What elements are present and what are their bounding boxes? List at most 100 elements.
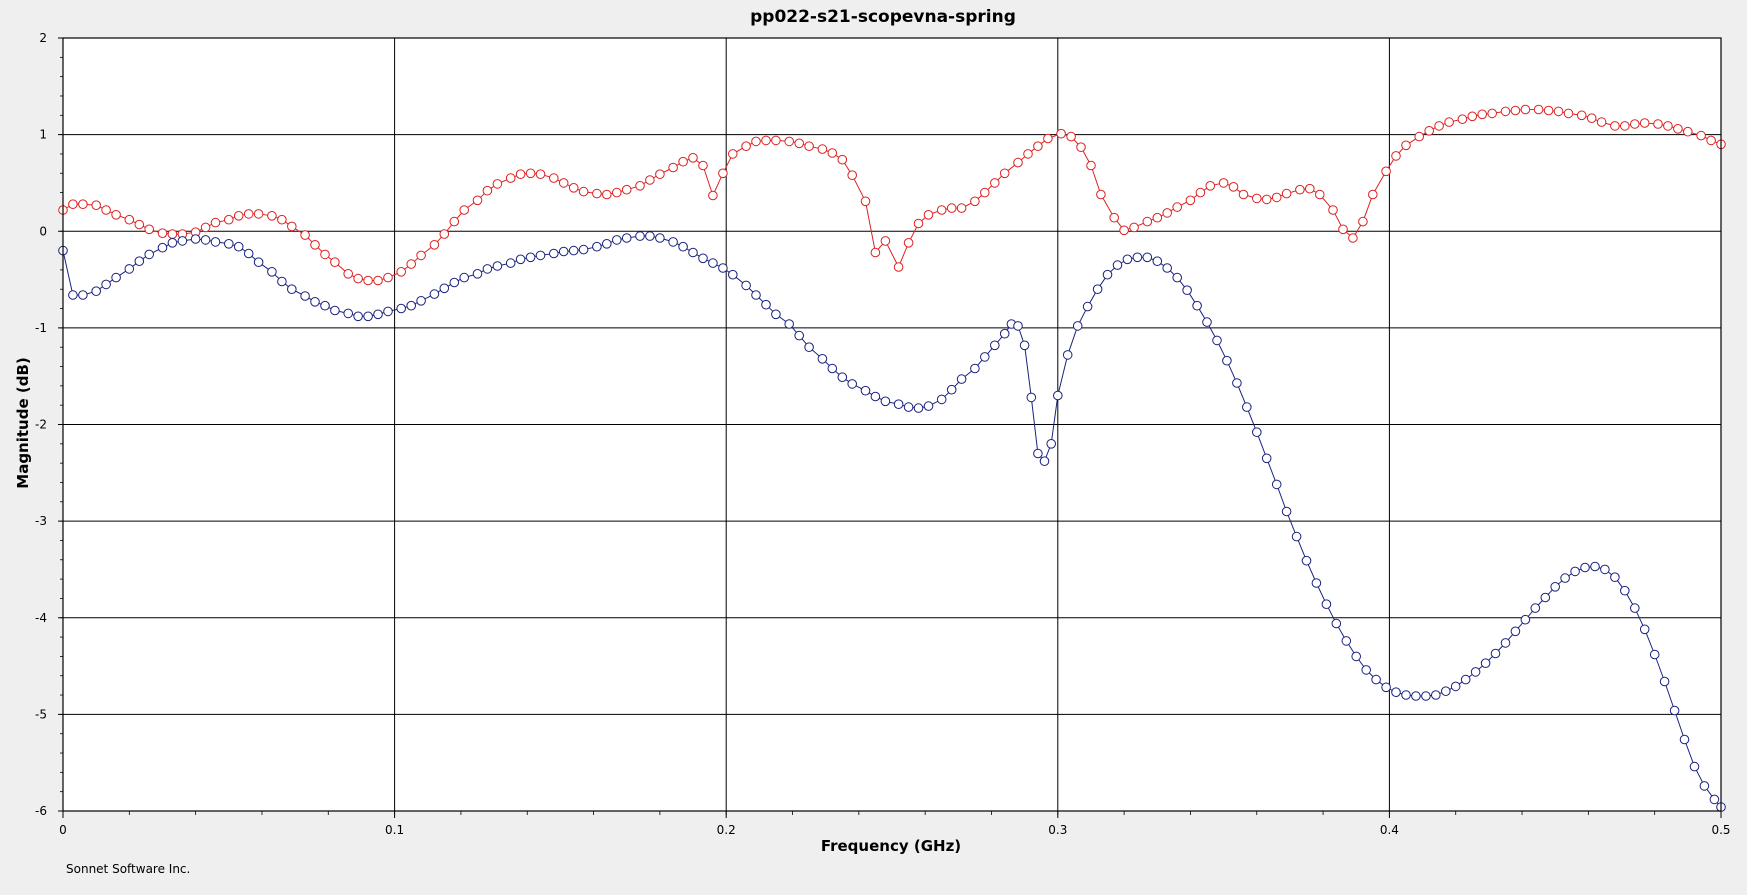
series-2-point: [936, 394, 947, 405]
series-1-point: [68, 199, 78, 209]
y-tick-label: 0: [39, 224, 47, 238]
series-1-point: [1066, 131, 1076, 142]
series-1-point: [1391, 151, 1401, 161]
series-1-point: [1056, 128, 1066, 139]
series-2-point: [1321, 599, 1332, 610]
series-1-point: [1295, 184, 1305, 195]
series-2-point: [794, 330, 805, 341]
series-2-point: [970, 363, 980, 374]
series-2-point: [320, 300, 330, 311]
series-2-point: [78, 290, 88, 300]
series-2-point: [602, 239, 612, 249]
series-1-point: [771, 135, 781, 146]
series-2-point: [923, 401, 934, 411]
series-2-point: [1421, 691, 1431, 701]
series-1-point: [167, 229, 178, 239]
series-1-point: [1195, 187, 1206, 198]
series-2-point: [68, 290, 78, 300]
series-2-point: [817, 354, 828, 364]
series-1-point: [1119, 225, 1129, 236]
series-2-point: [1082, 301, 1093, 312]
series-1-point: [1043, 133, 1053, 144]
series-1-point: [1673, 124, 1683, 134]
series-2-point: [893, 399, 904, 410]
series-2-point: [310, 297, 320, 307]
series-1-point: [827, 148, 838, 158]
series-1-point: [525, 168, 536, 179]
y-tick-label: -1: [35, 321, 47, 335]
series-1-point: [482, 185, 493, 196]
series-2-point: [612, 235, 622, 245]
series-1-point: [903, 238, 914, 248]
series-2-point: [200, 235, 211, 245]
series-2-point: [635, 231, 645, 241]
series-2-point: [1271, 479, 1282, 490]
plot-frame: [62, 37, 1722, 812]
x-tick-label: 0.4: [1380, 823, 1399, 837]
series-1-point: [515, 169, 526, 179]
series-1-point: [406, 259, 417, 269]
series-2-point: [1202, 317, 1212, 327]
series-1-point: [1129, 222, 1139, 233]
series-1-point: [549, 173, 559, 183]
series-2-point: [1669, 705, 1680, 716]
series-2-point: [1046, 439, 1056, 449]
series-2-point: [990, 340, 1000, 351]
series-1-point: [111, 210, 121, 220]
series-2-point: [1391, 687, 1401, 698]
series-1-point: [78, 199, 88, 209]
series-2-point: [535, 250, 546, 261]
series-2-point: [1232, 378, 1242, 388]
series-2-point: [1182, 285, 1192, 296]
series-2-point: [1620, 585, 1630, 596]
y-tick-label: -2: [35, 418, 47, 432]
series-1-point: [200, 222, 211, 233]
series-1-point: [1096, 189, 1106, 200]
series-2-point: [741, 280, 751, 291]
series-2-point: [91, 286, 101, 297]
series-2-point: [1152, 256, 1163, 267]
series-1-point: [1281, 188, 1292, 199]
series-2-point: [1470, 667, 1481, 677]
series-2-point: [525, 252, 536, 263]
series-2-point: [1411, 691, 1421, 701]
series-1-point: [330, 257, 340, 268]
series-2-point: [956, 374, 967, 384]
series-1-point: [416, 250, 426, 261]
x-tick-label: 0.3: [1048, 823, 1067, 837]
series-1-point: [970, 196, 980, 207]
series-1-point: [592, 188, 602, 199]
series-2-point: [224, 239, 234, 249]
series-1-point: [396, 267, 407, 277]
series-1-point: [1414, 131, 1424, 142]
series-2-point: [157, 242, 168, 253]
series-1-point: [1706, 135, 1716, 146]
series-1-point: [645, 175, 655, 185]
series-2-point: [300, 291, 310, 301]
series-2-point: [1649, 649, 1660, 660]
series-1-point: [602, 189, 612, 200]
series-1-point: [1424, 126, 1434, 136]
series-1-point: [1142, 216, 1153, 227]
series-2-point: [1570, 566, 1580, 577]
series-2-point: [449, 277, 460, 288]
series-1-point: [429, 240, 440, 250]
series-1-point: [1610, 121, 1620, 131]
series-1-point: [320, 249, 330, 260]
series-2-point: [482, 264, 493, 274]
series-1-point: [1467, 111, 1478, 122]
series-1-point: [343, 269, 354, 279]
series-1-point: [1358, 216, 1368, 227]
y-tick-label: -4: [35, 611, 47, 625]
series-1-point: [1563, 108, 1574, 119]
series-2-point: [1639, 624, 1650, 635]
series-1-point: [492, 179, 503, 189]
series-2-point: [287, 284, 297, 295]
series-2-point: [708, 258, 718, 268]
series-1-point: [1639, 118, 1650, 128]
series-1-point: [1477, 109, 1487, 120]
series-2-point: [678, 241, 688, 252]
series-2-point: [253, 257, 264, 268]
series-2-point: [827, 363, 838, 374]
